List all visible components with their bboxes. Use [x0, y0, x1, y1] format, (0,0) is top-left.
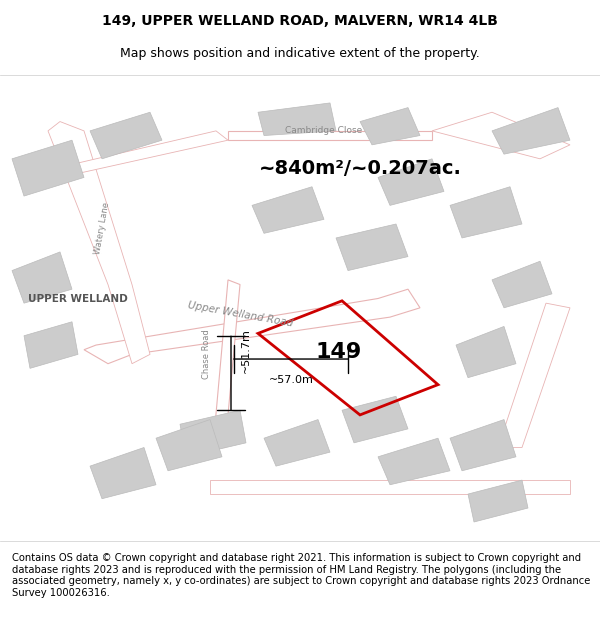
Polygon shape [90, 448, 156, 499]
Text: 149: 149 [316, 342, 362, 362]
Polygon shape [180, 410, 246, 457]
Polygon shape [450, 187, 522, 238]
Text: ~57.0m: ~57.0m [269, 376, 313, 386]
Polygon shape [498, 303, 570, 448]
Text: Chase Road: Chase Road [202, 329, 211, 379]
Polygon shape [48, 121, 150, 364]
Polygon shape [342, 396, 408, 443]
Text: Cambridge Close: Cambridge Close [286, 126, 362, 136]
Polygon shape [378, 159, 444, 206]
Polygon shape [432, 112, 570, 159]
Polygon shape [252, 187, 324, 233]
Polygon shape [492, 261, 552, 308]
Polygon shape [468, 480, 528, 522]
Polygon shape [24, 322, 78, 368]
Text: Map shows position and indicative extent of the property.: Map shows position and indicative extent… [120, 48, 480, 61]
Text: ~51.7m: ~51.7m [241, 328, 251, 373]
Text: Watery Lane: Watery Lane [93, 202, 111, 256]
Polygon shape [258, 103, 336, 136]
Polygon shape [90, 112, 162, 159]
Polygon shape [84, 289, 420, 364]
Polygon shape [12, 140, 84, 196]
Polygon shape [264, 419, 330, 466]
Text: 149, UPPER WELLAND ROAD, MALVERN, WR14 4LB: 149, UPPER WELLAND ROAD, MALVERN, WR14 4… [102, 14, 498, 28]
Polygon shape [30, 131, 228, 191]
Text: ~840m²/~0.207ac.: ~840m²/~0.207ac. [259, 159, 461, 177]
Polygon shape [156, 419, 222, 471]
Polygon shape [450, 419, 516, 471]
Polygon shape [492, 107, 570, 154]
Polygon shape [228, 131, 432, 140]
Text: Contains OS data © Crown copyright and database right 2021. This information is : Contains OS data © Crown copyright and d… [12, 553, 590, 598]
Text: Upper Welland Road: Upper Welland Road [187, 301, 293, 329]
Polygon shape [210, 480, 570, 494]
Text: UPPER WELLAND: UPPER WELLAND [28, 294, 128, 304]
Polygon shape [12, 252, 72, 303]
Polygon shape [213, 280, 240, 448]
Polygon shape [336, 224, 408, 271]
Polygon shape [378, 438, 450, 485]
Polygon shape [360, 107, 420, 145]
Polygon shape [456, 326, 516, 378]
